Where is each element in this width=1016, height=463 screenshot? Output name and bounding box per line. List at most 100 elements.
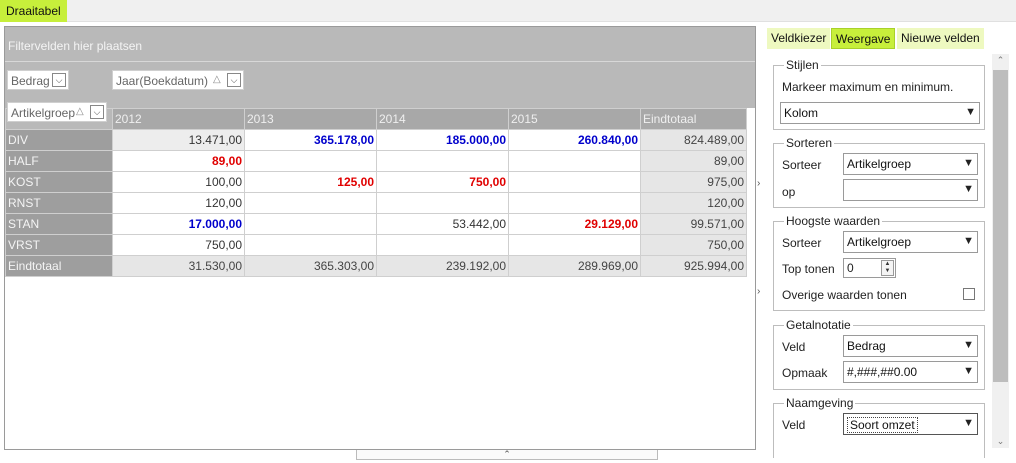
scroll-down-icon[interactable]: ⌄ (996, 436, 1005, 446)
data-cell[interactable] (244, 234, 377, 256)
data-cell[interactable]: 750,00 (376, 171, 509, 193)
column-total-cell[interactable]: 365.303,00 (244, 255, 377, 277)
data-cell[interactable] (244, 192, 377, 214)
data-cell[interactable] (508, 234, 641, 256)
data-cell[interactable]: 100,00 (112, 171, 245, 193)
scrollbar-thumb[interactable] (993, 70, 1008, 382)
row-total-cell[interactable]: 750,00 (640, 234, 747, 256)
stijlen-value: Kolom (784, 106, 819, 120)
chevron-down-icon[interactable]: ⌵ (90, 105, 104, 119)
chevron-down-icon[interactable]: ▼ (965, 106, 976, 118)
data-cell[interactable]: 185.000,00 (376, 129, 509, 151)
chevron-down-icon[interactable]: ▼ (963, 417, 974, 429)
data-cell[interactable] (508, 192, 641, 214)
row-header[interactable]: VRST (5, 234, 113, 256)
chevron-down-icon[interactable]: ▼ (963, 183, 974, 195)
stijlen-select[interactable]: Kolom ▼ (780, 102, 980, 124)
sort-triangle-icon[interactable]: △ (76, 106, 84, 117)
data-cell[interactable] (376, 192, 509, 214)
data-cell[interactable]: 53.442,00 (376, 213, 509, 235)
row-header[interactable]: DIV (5, 129, 113, 151)
column-header[interactable]: 2014 (376, 108, 509, 130)
chevron-down-icon[interactable]: ▼ (963, 157, 974, 169)
data-cell[interactable]: 750,00 (112, 234, 245, 256)
chevron-down-icon[interactable]: ⌵ (52, 73, 66, 87)
chevron-right-icon[interactable]: › (757, 178, 761, 189)
column-field-chip[interactable]: Jaar(Boekdatum) △ ⌵ (112, 70, 244, 90)
chevron-down-icon[interactable]: ▼ (963, 339, 974, 351)
sorteer-select[interactable]: Artikelgroep ▼ (843, 153, 978, 175)
data-cell[interactable]: 125,00 (244, 171, 377, 193)
overige-checkbox[interactable] (963, 288, 975, 300)
chevron-down-icon[interactable]: ▼ (963, 235, 974, 247)
tab-draaitabel[interactable]: Draaitabel (0, 0, 67, 22)
spinner-icon[interactable]: ▲ ▼ (881, 260, 894, 276)
row-field-chip[interactable]: Artikelgroep △ ⌵ (7, 102, 107, 122)
veld-select[interactable]: Bedrag ▼ (843, 335, 978, 357)
chevron-down-icon[interactable]: ⌵ (227, 73, 241, 87)
data-cell[interactable] (244, 213, 377, 235)
chevron-down-icon[interactable]: ▼ (963, 365, 974, 377)
row-total-cell[interactable]: 120,00 (640, 192, 747, 214)
column-field-label: Jaar(Boekdatum) (116, 74, 209, 88)
column-header[interactable]: 2015 (508, 108, 641, 130)
stijlen-description: Markeer maximum en minimum. (782, 80, 954, 94)
top-tab-bar: Draaitabel (0, 0, 1016, 22)
chevron-right-icon[interactable]: › (757, 286, 761, 297)
opmaak-select[interactable]: #,###,##0.00 ▼ (843, 361, 978, 383)
hoogste-sorteer-select[interactable]: Artikelgroep ▼ (843, 231, 978, 253)
data-cell[interactable]: 120,00 (112, 192, 245, 214)
data-cell[interactable]: 17.000,00 (112, 213, 245, 235)
table-row: STAN 17.000,00 53.442,00 29.129,00 99.57… (5, 213, 747, 235)
panel-scrollbar[interactable]: ⌃ ⌄ (992, 54, 1009, 448)
data-cell[interactable] (508, 171, 641, 193)
naamgeving-veld-value: Soort omzet (847, 417, 918, 433)
row-total-cell[interactable]: 975,00 (640, 171, 747, 193)
top-tonen-stepper[interactable]: 0 ▲ ▼ (843, 258, 896, 278)
op-select[interactable]: ▼ (843, 179, 978, 201)
row-total-cell[interactable]: 824.489,00 (640, 129, 747, 151)
row-total-cell[interactable]: 89,00 (640, 150, 747, 172)
row-header-total[interactable]: Eindtotaal (5, 255, 113, 277)
table-row: RNST 120,00 120,00 (5, 192, 747, 214)
column-total-cell[interactable]: 289.969,00 (508, 255, 641, 277)
data-cell[interactable]: 260.840,00 (508, 129, 641, 151)
data-field-chip[interactable]: Bedrag ⌵ (7, 70, 69, 90)
row-header[interactable]: RNST (5, 192, 113, 214)
group-title: Hoogste waarden (786, 214, 881, 228)
data-cell[interactable]: 29.129,00 (508, 213, 641, 235)
overige-label: Overige waarden tonen (782, 288, 907, 302)
column-total-cell[interactable]: 239.192,00 (376, 255, 509, 277)
sorteer-label: Sorteer (782, 158, 822, 172)
tab-weergave[interactable]: Weergave (831, 28, 896, 49)
column-header[interactable]: 2012 (112, 108, 245, 130)
data-cell[interactable] (508, 150, 641, 172)
chevron-up-icon[interactable]: ⌃ (503, 449, 511, 459)
row-header[interactable]: KOST (5, 171, 113, 193)
group-title: Getalnotatie (786, 318, 851, 332)
hoogste-sorteer-label: Sorteer (782, 236, 822, 250)
row-header[interactable]: STAN (5, 213, 113, 235)
tab-nieuwe-velden[interactable]: Nieuwe velden (897, 28, 984, 49)
data-cell[interactable] (376, 234, 509, 256)
sort-triangle-icon[interactable]: △ (213, 74, 221, 85)
row-total-cell[interactable]: 99.571,00 (640, 213, 747, 235)
tab-veldkiezer[interactable]: Veldkiezer (767, 28, 831, 49)
column-header[interactable]: 2013 (244, 108, 377, 130)
data-cell[interactable]: 13.471,00 (112, 129, 245, 151)
data-cell[interactable]: 365.178,00 (244, 129, 377, 151)
panel-splitter[interactable]: › › (756, 178, 765, 298)
grand-total-cell[interactable]: 925.994,00 (640, 255, 747, 277)
data-cell[interactable] (244, 150, 377, 172)
pivot-table: 2012 2013 2014 2015 Eindtotaal DIV 13.47… (5, 108, 747, 277)
row-header[interactable]: HALF (5, 150, 113, 172)
data-cell[interactable]: 89,00 (112, 150, 245, 172)
opmaak-label: Opmaak (782, 366, 828, 380)
column-header-total[interactable]: Eindtotaal (640, 108, 747, 130)
column-total-cell[interactable]: 31.530,00 (112, 255, 245, 277)
scroll-up-icon[interactable]: ⌃ (996, 55, 1005, 65)
data-cell[interactable] (376, 150, 509, 172)
veld-value: Bedrag (847, 339, 886, 353)
bottom-splitter[interactable]: ⌃ (356, 450, 658, 460)
naamgeving-veld-select[interactable]: Soort omzet ▼ (843, 413, 978, 435)
